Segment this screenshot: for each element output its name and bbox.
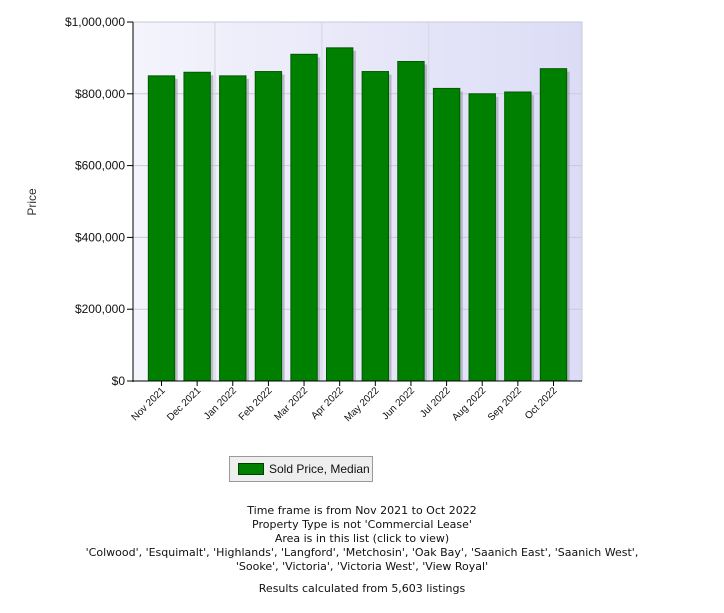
x-tick-label: Mar 2022	[273, 385, 311, 423]
legend: Sold Price, Median	[229, 456, 373, 482]
x-tick-label: Feb 2022	[237, 385, 275, 423]
x-tick-label: Aug 2022	[450, 385, 488, 423]
results-note: Results calculated from 5,603 listings	[258, 582, 466, 595]
bar	[432, 87, 461, 382]
y-tick-labels: $0 $200,000 $400,000 $600,000 $800,000 $1,000…	[65, 15, 125, 388]
x-tick-label: Jun 2022	[380, 385, 417, 422]
bar	[147, 75, 176, 382]
y-tick-label: $600,000	[75, 159, 125, 173]
y-tick-label: $200,000	[75, 302, 125, 316]
bar	[468, 93, 496, 382]
x-tick-label: Jul 2022	[418, 385, 453, 420]
bar	[397, 60, 425, 382]
bar	[183, 71, 211, 382]
y-tick-label: $800,000	[75, 87, 125, 101]
y-tick-label: $0	[112, 374, 126, 388]
x-tick-label: Sep 2022	[486, 385, 524, 423]
bar	[219, 75, 247, 382]
y-axis-label: Price	[25, 188, 39, 216]
price-bar-chart: $0 $200,000 $400,000 $600,000 $800,000 $1,000…	[25, 15, 583, 424]
x-tick-label: Oct 2022	[523, 385, 560, 422]
bar	[504, 91, 532, 382]
bar	[254, 71, 283, 382]
areas-line-2: 'Sooke', 'Victoria', 'Victoria West', 'V…	[235, 560, 489, 573]
filter-notes: Time frame is from Nov 2021 to Oct 2022 …	[0, 504, 724, 596]
areas-line-1: 'Colwood', 'Esquimalt', 'Highlands', 'La…	[85, 546, 639, 559]
bar	[325, 47, 354, 382]
bar	[361, 71, 390, 382]
x-tick-label: Jan 2022	[202, 385, 239, 422]
bars	[147, 47, 570, 382]
timeframe-note: Time frame is from Nov 2021 to Oct 2022	[247, 504, 477, 517]
x-tick-label: Dec 2021	[165, 385, 203, 423]
legend-label: Sold Price, Median	[269, 462, 370, 476]
bar	[290, 53, 318, 382]
x-tick-label: Nov 2021	[130, 385, 168, 423]
x-tick-label: Apr 2022	[309, 385, 346, 422]
property-type-note: Property Type is not 'Commercial Lease'	[252, 518, 472, 531]
area-list-link[interactable]: Area is in this list (click to view)	[274, 532, 450, 545]
legend-swatch	[238, 463, 264, 475]
axes	[127, 21, 582, 386]
y-tick-label: $400,000	[75, 230, 125, 244]
bar	[539, 68, 568, 382]
y-tick-label: $1,000,000	[65, 15, 125, 29]
x-tick-label: May 2022	[343, 385, 382, 424]
